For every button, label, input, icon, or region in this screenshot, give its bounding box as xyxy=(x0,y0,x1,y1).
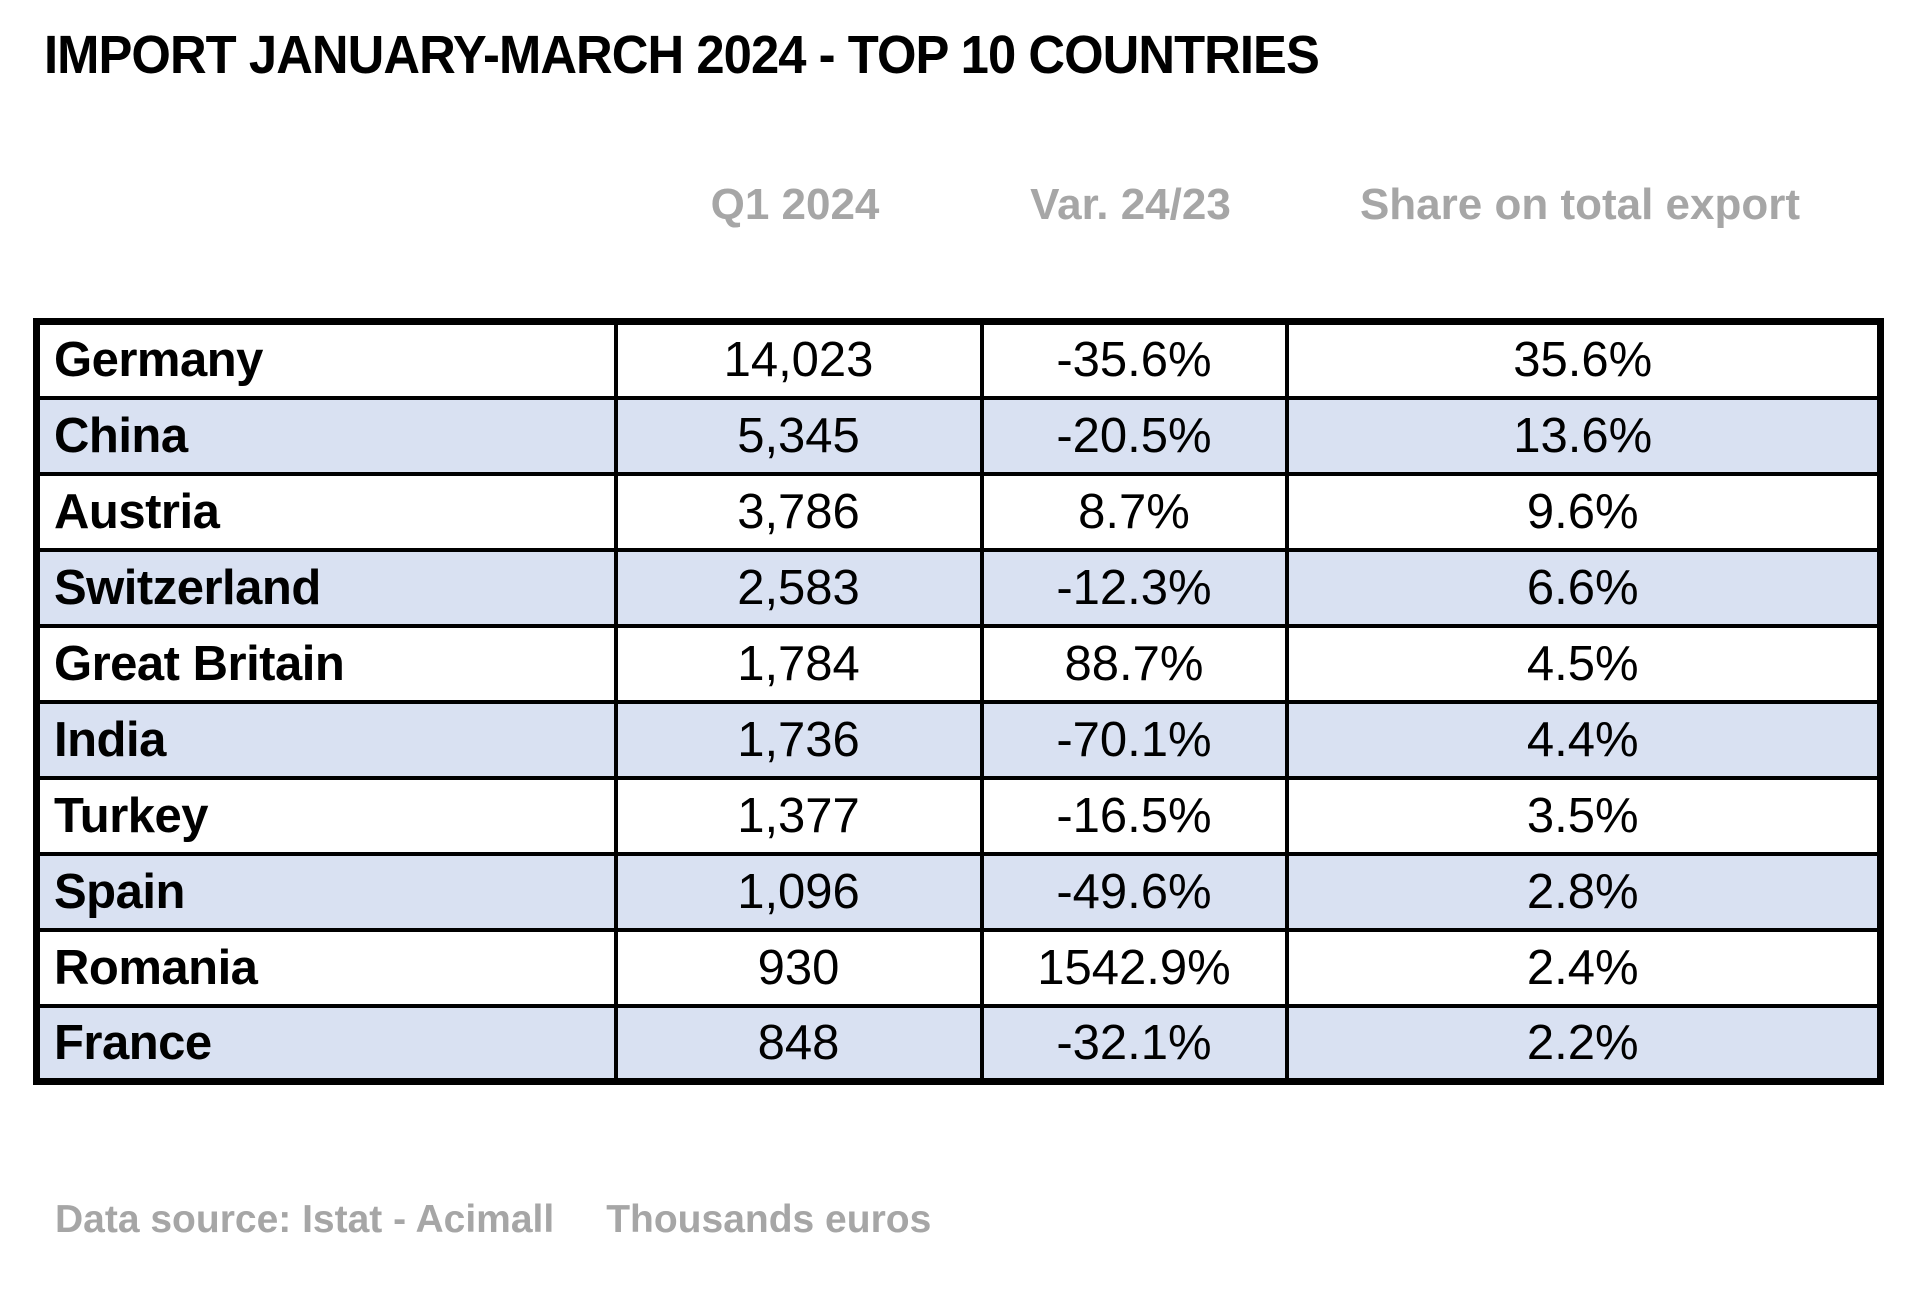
share-value-cell: 6.6% xyxy=(1284,547,1883,628)
column-header-q1-2024: Q1 2024 xyxy=(710,180,880,229)
share-value-cell: 35.6% xyxy=(1284,319,1883,400)
country-cell: Austria xyxy=(34,471,618,552)
share-value-cell: 9.6% xyxy=(1284,471,1883,552)
country-cell: Spain xyxy=(34,851,618,932)
country-cell: Romania xyxy=(34,927,618,1008)
q1-value-cell: 930 xyxy=(613,927,984,1008)
table-row: Great Britain 1,784 88.7% 4.5% xyxy=(34,623,1883,704)
import-top10-table: Germany 14,023 -35.6% 35.6% China 5,345 … xyxy=(33,318,1884,1085)
q1-value-cell: 1,096 xyxy=(613,851,984,932)
var-value-cell: 1542.9% xyxy=(979,927,1289,1008)
data-source-label: Data source: Istat - Acimall xyxy=(55,1198,555,1241)
country-cell: Turkey xyxy=(34,775,618,856)
country-cell: China xyxy=(34,395,618,476)
table-row: France 848 -32.1% 2.2% xyxy=(34,1003,1883,1084)
page-title: IMPORT JANUARY-MARCH 2024 - TOP 10 COUNT… xyxy=(44,25,1320,85)
q1-value-cell: 1,736 xyxy=(613,699,984,780)
country-cell: Great Britain xyxy=(34,623,618,704)
column-header-share: Share on total export xyxy=(1359,180,1801,229)
table-row: Spain 1,096 -49.6% 2.8% xyxy=(34,851,1883,932)
var-value-cell: -70.1% xyxy=(979,699,1289,780)
q1-value-cell: 1,784 xyxy=(613,623,984,704)
var-value-cell: -35.6% xyxy=(979,319,1289,400)
q1-value-cell: 14,023 xyxy=(613,319,984,400)
q1-value-cell: 848 xyxy=(613,1003,984,1084)
country-cell: France xyxy=(34,1003,618,1084)
table-row: Romania 930 1542.9% 2.4% xyxy=(34,927,1883,1008)
unit-label: Thousands euros xyxy=(606,1198,932,1241)
var-value-cell: -16.5% xyxy=(979,775,1289,856)
share-value-cell: 2.4% xyxy=(1284,927,1883,1008)
share-value-cell: 4.4% xyxy=(1284,699,1883,780)
table-row: China 5,345 -20.5% 13.6% xyxy=(34,395,1883,476)
column-header-row: Q1 2024 Var. 24/23 Share on total export xyxy=(33,180,1877,230)
var-value-cell: -20.5% xyxy=(979,395,1289,476)
country-cell: India xyxy=(34,699,618,780)
share-value-cell: 4.5% xyxy=(1284,623,1883,704)
table-row: Germany 14,023 -35.6% 35.6% xyxy=(34,319,1883,400)
table-row: Switzerland 2,583 -12.3% 6.6% xyxy=(34,547,1883,628)
share-value-cell: 3.5% xyxy=(1284,775,1883,856)
share-value-cell: 2.8% xyxy=(1284,851,1883,932)
table-row: India 1,736 -70.1% 4.4% xyxy=(34,699,1883,780)
var-value-cell: -12.3% xyxy=(979,547,1289,628)
q1-value-cell: 2,583 xyxy=(613,547,984,628)
var-value-cell: 88.7% xyxy=(979,623,1289,704)
share-value-cell: 13.6% xyxy=(1284,395,1883,476)
q1-value-cell: 3,786 xyxy=(613,471,984,552)
footer: Data source: Istat - Acimall Thousands e… xyxy=(55,1198,931,1242)
country-cell: Switzerland xyxy=(34,547,618,628)
var-value-cell: -32.1% xyxy=(979,1003,1289,1084)
table-row: Turkey 1,377 -16.5% 3.5% xyxy=(34,775,1883,856)
table-row: Austria 3,786 8.7% 9.6% xyxy=(34,471,1883,552)
country-cell: Germany xyxy=(34,319,618,400)
share-value-cell: 2.2% xyxy=(1284,1003,1883,1084)
q1-value-cell: 1,377 xyxy=(613,775,984,856)
var-value-cell: 8.7% xyxy=(979,471,1289,552)
column-header-var-24-23: Var. 24/23 xyxy=(1030,180,1231,229)
var-value-cell: -49.6% xyxy=(979,851,1289,932)
q1-value-cell: 5,345 xyxy=(613,395,984,476)
